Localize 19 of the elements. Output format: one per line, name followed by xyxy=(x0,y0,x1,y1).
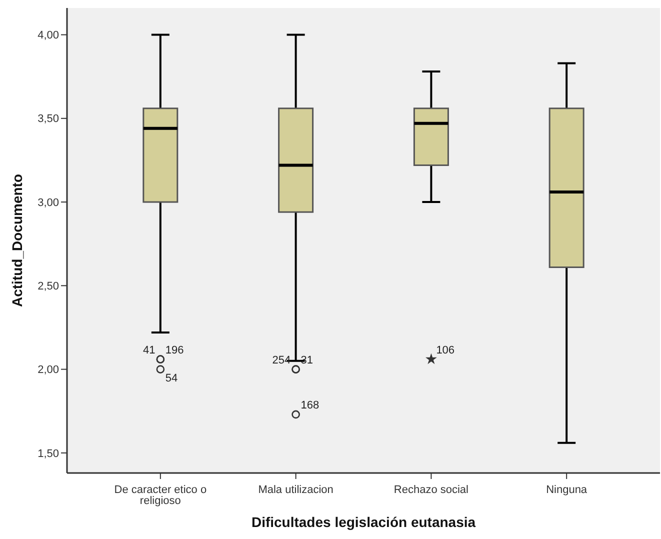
x-tick-label: Mala utilizacion xyxy=(258,484,334,496)
annotation: 41 xyxy=(143,344,156,356)
annotation: 168 xyxy=(300,399,320,412)
y-tick-label: 4,00 xyxy=(38,30,59,42)
y-tick-label: 2,50 xyxy=(38,280,59,293)
x-tick-label: Ninguna xyxy=(546,484,588,496)
annotation: 106 xyxy=(436,344,455,356)
annotation: 31 xyxy=(300,354,314,366)
x-tick-label: Rechazo social xyxy=(394,484,468,496)
annotation: 54 xyxy=(165,372,178,384)
y-tick-label: 3,00 xyxy=(38,196,59,209)
y-tick-label: 2,00 xyxy=(38,364,59,376)
annotation: 254 xyxy=(272,354,291,366)
y-tick-label: 3,50 xyxy=(38,113,59,126)
x-tick-label: De caracter etico o religioso xyxy=(114,484,207,507)
annotation: 196 xyxy=(165,344,184,356)
y-tick-label: 1,50 xyxy=(38,448,59,460)
y-axis-title: Actitud_Documento xyxy=(9,174,25,307)
x-axis-title: Dificultades legislación eutanasia xyxy=(251,514,476,530)
